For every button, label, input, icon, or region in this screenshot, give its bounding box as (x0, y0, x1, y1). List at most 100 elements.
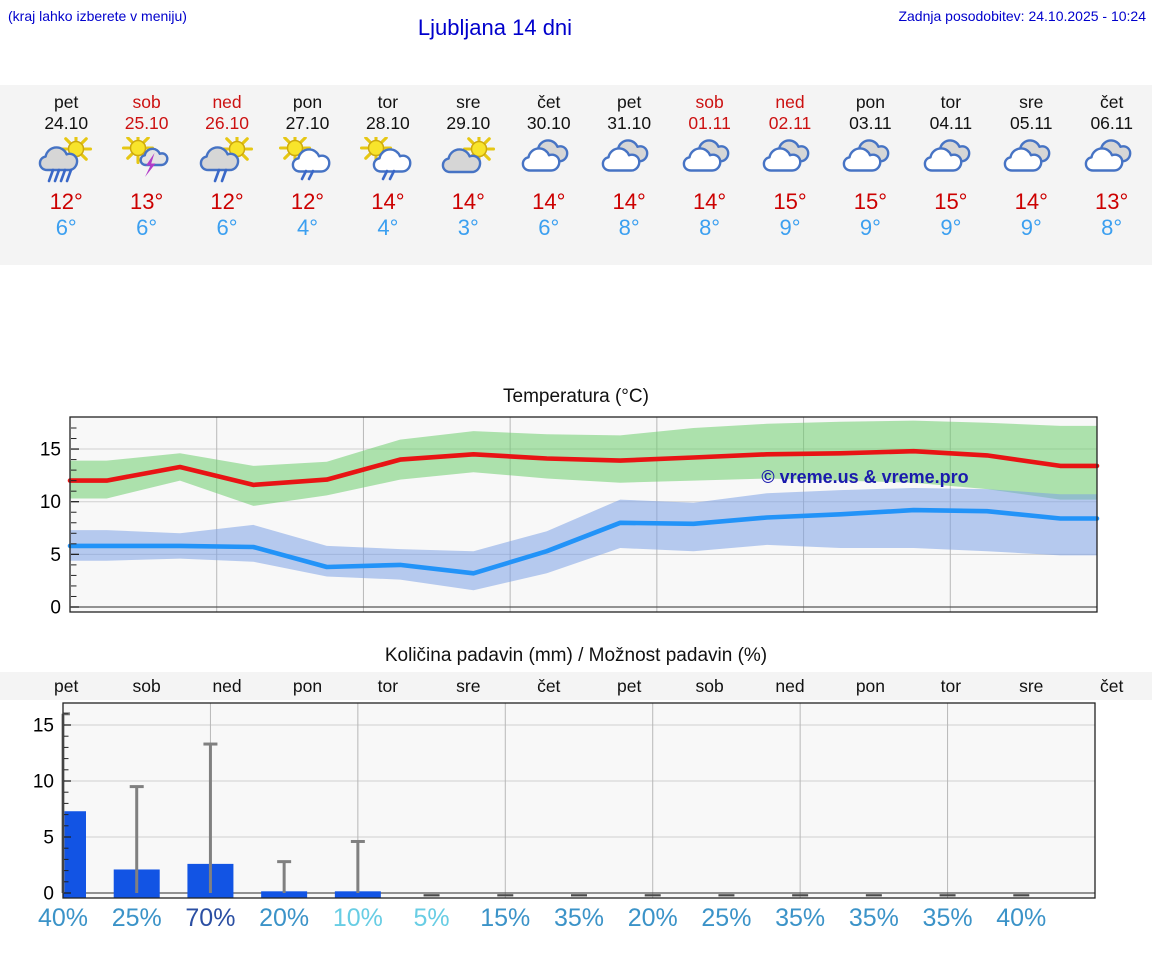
precip-probability-label: 70% (185, 904, 235, 932)
precip-probability-label: 35% (775, 904, 825, 932)
forecast-day-column[interactable]: čet 30.10 14° 6° (509, 85, 589, 265)
forecast-day-column[interactable]: sre 29.10 14° 3° (428, 85, 508, 265)
day-name: čet (537, 92, 561, 112)
high-temperature: 12° (49, 189, 83, 215)
cloud-shape (762, 147, 802, 172)
precipitation-chart-title: Količina padavin (mm) / Možnost padavin … (384, 645, 768, 666)
sun-light-rain-icon (279, 137, 331, 181)
precip-day-label: sob (695, 675, 724, 696)
temp-y-tick-label: 5 (50, 545, 61, 566)
low-temperature: 6° (538, 214, 560, 240)
low-temperature: 3° (457, 214, 479, 240)
precip-probability-label: 20% (259, 904, 309, 932)
precip-day-label: pet (617, 675, 642, 696)
cloud-shape (1003, 147, 1043, 172)
temperature-chart: 0 5 10 15 © vreme.us & vreme.pro (40, 416, 1100, 619)
precip-zero-mark (939, 894, 956, 897)
high-temperature: 12° (290, 189, 325, 215)
low-temperature: 6° (216, 214, 238, 240)
low-temperature: 9° (940, 214, 962, 240)
precip-zero-mark (718, 894, 735, 897)
day-date: 27.10 (285, 112, 330, 133)
precip-day-label: pon (855, 675, 886, 696)
precip-y-tick-label: 10 (33, 772, 54, 793)
sun-rain-icon (199, 137, 254, 183)
high-temperature: 15° (934, 189, 968, 215)
forecast-day-column[interactable]: tor 04.11 15° 9° (911, 85, 991, 265)
precip-day-label: tor (940, 675, 962, 696)
watermark-link[interactable]: © vreme.us & vreme.pro (761, 467, 968, 487)
precip-y-tick-label: 0 (43, 884, 54, 905)
day-date: 26.10 (205, 112, 249, 133)
forecast-day-column[interactable]: ned 02.11 15° 9° (750, 85, 830, 265)
max-temp-range-band (70, 420, 1097, 506)
precip-probability-label: 20% (628, 904, 678, 932)
temp-y-tick-label: 0 (50, 598, 61, 619)
precip-y-tick-label: 5 (43, 828, 54, 849)
low-temperature: 6° (55, 214, 77, 240)
precipitation-chart: 0 5 10 15 40% 25% 70% 20% 10% 5% 15% 35% 20% 25% 35% 35… (33, 702, 1096, 932)
forecast-day-column[interactable]: čet 06.11 13° 8° (1071, 85, 1151, 265)
high-temperature: 14° (371, 189, 405, 215)
forecast-day-column[interactable]: sre 05.11 14° 9° (991, 85, 1071, 265)
forecast-day-column[interactable]: sob 25.10 13° 6° (106, 85, 186, 265)
precip-day-label: pon (292, 675, 323, 696)
cloudy-icon (682, 139, 729, 172)
high-temperature: 14° (1014, 189, 1048, 215)
day-name: sob (132, 92, 161, 112)
day-name: sre (1019, 92, 1044, 112)
precip-probability-label: 5% (414, 904, 450, 932)
forecast-day-column[interactable]: sob 01.11 14° 8° (669, 85, 749, 265)
day-name: sre (456, 92, 481, 112)
low-temperature: 8° (618, 214, 640, 240)
cloud-shape (292, 148, 331, 173)
cloud-shape (38, 146, 79, 172)
page-title: Ljubljana 14 dni (417, 15, 573, 40)
day-date: 31.10 (607, 112, 652, 133)
day-name: pon (292, 92, 323, 112)
day-date: 06.11 (1090, 112, 1133, 133)
cloud-shape (682, 147, 722, 172)
forecast-day-column[interactable]: tor 28.10 14° 4° (348, 85, 428, 265)
low-temperature: 9° (1020, 214, 1042, 240)
forecast-day-column[interactable]: pet 24.10 12° 6° (26, 85, 106, 265)
cloud-shape (521, 147, 561, 172)
day-name: sob (695, 92, 724, 112)
forecast-day-column[interactable]: pet 31.10 14° 8° (589, 85, 669, 265)
high-temperature: 14° (451, 189, 485, 215)
cloud-shape (601, 147, 641, 172)
location-menu-hint: (kraj lahko izberete v meniju) (8, 8, 187, 24)
low-temperature: 8° (1101, 214, 1123, 240)
low-temperature: 6° (136, 214, 158, 240)
low-temperature: 4° (377, 214, 399, 240)
precip-day-label: sob (132, 675, 161, 696)
precip-day-label: čet (537, 675, 561, 696)
precip-day-labels: pet sob ned pon tor sre čet pet sob ned pon tor sre č… (0, 672, 1152, 700)
min-temp-line (67, 507, 1100, 576)
precip-day-label: sre (1019, 675, 1044, 696)
forecast-day-column[interactable]: pon 03.11 15° 9° (830, 85, 910, 265)
cloud-shape (199, 146, 240, 172)
day-date: 03.11 (849, 112, 892, 133)
day-name: čet (1100, 92, 1124, 112)
low-temperature: 9° (779, 214, 801, 240)
high-temperature: 13° (1095, 189, 1129, 215)
precip-zero-mark (865, 894, 882, 897)
forecast-day-column[interactable]: pon 27.10 12° 4° (267, 85, 347, 265)
cloudy-icon (1003, 139, 1051, 172)
high-temperature: 14° (612, 189, 646, 215)
forecast-day-column[interactable]: ned 26.10 12° 6° (187, 85, 267, 265)
day-name: tor (940, 92, 962, 112)
precip-day-label: čet (1100, 675, 1124, 696)
partly-cloudy-icon (442, 137, 496, 174)
precip-probability-label: 35% (923, 904, 973, 932)
precip-day-label: ned (775, 675, 805, 696)
day-name: ned (775, 92, 805, 112)
day-date: 30.10 (526, 112, 571, 133)
high-temperature: 15° (853, 189, 888, 215)
precip-day-label: ned (212, 675, 242, 696)
low-temperature: 9° (859, 214, 881, 240)
high-temperature: 12° (210, 189, 244, 215)
precip-zero-mark (792, 894, 809, 897)
precip-probability-label: 35% (849, 904, 899, 932)
